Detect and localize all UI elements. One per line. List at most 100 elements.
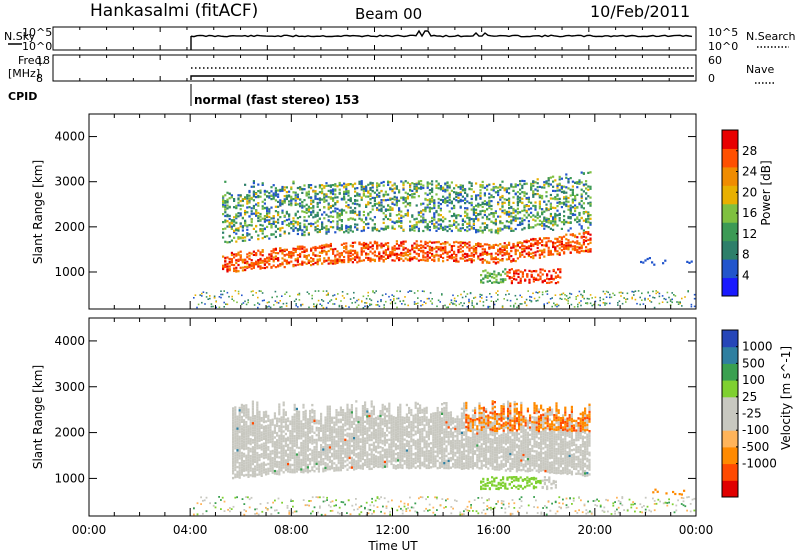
power-cell <box>442 260 445 263</box>
power-cell <box>461 186 464 189</box>
power-cell <box>387 181 390 184</box>
power-cell <box>340 300 342 302</box>
velocity-cell <box>289 454 292 457</box>
power-cell <box>508 253 511 256</box>
power-cell <box>633 294 635 296</box>
power-cell <box>495 275 498 278</box>
power-cell <box>437 257 440 260</box>
power-cell <box>532 239 535 242</box>
power-cell <box>521 217 524 220</box>
search-tick-top: 10^5 <box>708 26 738 39</box>
power-cell <box>563 243 566 247</box>
velocity-cell <box>280 421 283 424</box>
power-cell <box>285 218 288 222</box>
power-cell <box>270 190 273 193</box>
velocity-cell <box>320 412 323 416</box>
power-cell <box>461 223 464 227</box>
power-cell <box>237 270 240 273</box>
power-cell <box>580 181 583 184</box>
power-cell <box>574 199 577 202</box>
power-cell <box>504 278 507 281</box>
power-cell <box>519 254 522 257</box>
power-cell <box>402 181 405 184</box>
power-cell <box>450 247 453 250</box>
power-cell <box>274 252 277 255</box>
power-cell <box>228 269 231 272</box>
power-cell <box>322 300 325 302</box>
power-cell <box>618 300 621 302</box>
power-cell <box>389 253 392 256</box>
power-cell <box>547 219 550 222</box>
power-cell <box>475 229 478 232</box>
power-cell <box>197 303 200 306</box>
power-cell <box>222 255 225 258</box>
power-cell <box>420 187 423 190</box>
velocity-cell <box>273 455 276 458</box>
power-cell <box>524 301 526 303</box>
power-cell <box>387 246 390 249</box>
power-cell <box>204 303 206 305</box>
power-cell <box>486 218 489 221</box>
power-cell <box>391 207 394 210</box>
power-cell <box>437 187 440 190</box>
power-cell <box>505 258 508 261</box>
power-cell <box>312 206 315 209</box>
power-cell <box>224 260 227 263</box>
power-cell <box>527 223 530 226</box>
power-cell <box>499 248 502 251</box>
power-cell <box>316 228 319 231</box>
velocity-cell <box>256 456 259 460</box>
velocity-cell <box>306 430 309 433</box>
power-cell <box>387 254 390 257</box>
power-cell <box>329 211 332 214</box>
velocity-cell <box>234 427 237 431</box>
power-cell <box>371 186 374 189</box>
power-cell <box>281 185 284 189</box>
power-cell <box>271 296 273 299</box>
power-cell <box>543 269 546 272</box>
velocity-cell <box>254 434 257 437</box>
power-cell <box>558 189 561 192</box>
power-cell <box>261 183 264 186</box>
velocity-cell <box>293 437 296 440</box>
power-colorbar-swatch-5 <box>722 185 738 205</box>
power-cell <box>241 236 244 239</box>
velocity-cell <box>247 468 250 471</box>
power-cell <box>279 234 282 237</box>
power-cell <box>248 200 251 203</box>
power-cell <box>237 236 240 239</box>
power-cell <box>554 304 557 306</box>
velocity-cell <box>238 418 241 422</box>
power-cell <box>499 185 502 188</box>
power-cell <box>307 233 310 236</box>
power-cell <box>402 252 405 255</box>
power-cell <box>228 221 231 225</box>
velocity-cell <box>267 441 270 444</box>
power-cell <box>387 248 390 251</box>
power-cell <box>230 259 233 262</box>
velocity-cell <box>276 441 279 444</box>
power-cell <box>314 247 317 250</box>
velocity-cell <box>262 466 265 469</box>
velocity-cell <box>304 431 307 434</box>
power-cell <box>466 212 469 215</box>
power-cell <box>223 290 225 292</box>
power-cell <box>400 241 403 244</box>
power-cell <box>453 299 456 302</box>
power-cell <box>552 217 555 220</box>
power-cell <box>406 209 409 212</box>
velocity-cell <box>269 455 272 458</box>
velocity-cell <box>300 441 303 445</box>
power-cell <box>435 193 438 196</box>
velocity-cell <box>298 415 301 418</box>
power-cell <box>558 240 561 243</box>
power-cell <box>380 242 383 245</box>
velocity-cell <box>232 462 235 465</box>
power-cell <box>569 217 572 220</box>
power-cell <box>205 292 208 294</box>
power-cell <box>308 293 310 295</box>
power-cell <box>426 241 429 244</box>
power-cell <box>571 200 574 203</box>
power-cell <box>447 306 449 308</box>
power-cell <box>411 214 414 217</box>
